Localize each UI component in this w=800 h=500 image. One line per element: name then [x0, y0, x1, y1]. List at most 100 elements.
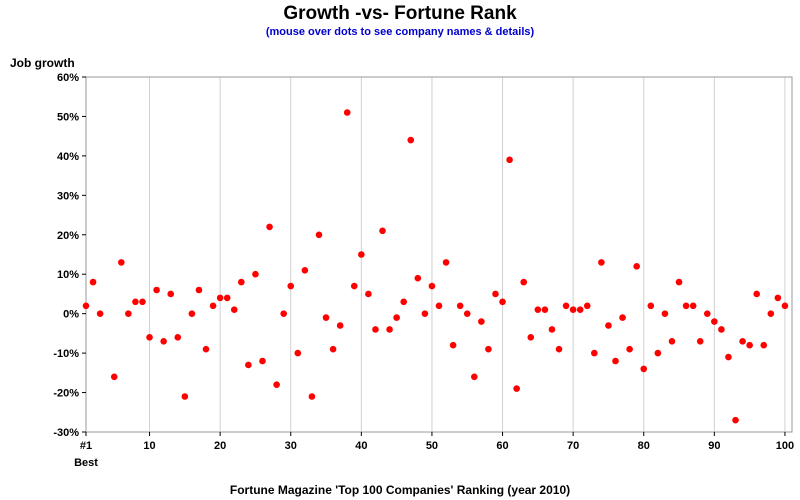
data-point[interactable] — [350, 282, 358, 290]
data-point[interactable] — [181, 393, 189, 400]
data-point[interactable] — [463, 310, 471, 317]
data-point[interactable] — [245, 361, 252, 369]
data-point[interactable] — [125, 310, 132, 317]
data-point[interactable] — [139, 298, 146, 306]
data-point[interactable] — [675, 278, 683, 286]
data-point[interactable] — [188, 310, 196, 317]
data-point[interactable] — [682, 302, 690, 310]
data-point[interactable] — [633, 263, 640, 270]
data-point[interactable] — [541, 306, 549, 314]
data-point[interactable] — [343, 109, 351, 116]
data-point[interactable] — [379, 227, 386, 235]
data-point[interactable] — [393, 314, 400, 321]
data-point[interactable] — [358, 251, 365, 258]
data-point[interactable] — [266, 223, 273, 231]
data-point[interactable] — [280, 310, 287, 317]
data-point[interactable] — [478, 318, 485, 325]
data-point[interactable] — [746, 341, 753, 349]
data-point[interactable] — [421, 310, 429, 317]
data-point[interactable] — [591, 349, 598, 357]
data-point[interactable] — [548, 326, 556, 333]
data-point[interactable] — [202, 345, 210, 353]
data-point[interactable] — [195, 286, 203, 294]
data-point[interactable] — [640, 365, 648, 373]
data-point[interactable] — [329, 345, 337, 353]
data-point[interactable] — [753, 290, 760, 298]
data-point[interactable] — [689, 302, 697, 310]
data-point[interactable] — [428, 282, 436, 290]
data-point[interactable] — [492, 290, 499, 298]
data-point[interactable] — [583, 302, 591, 310]
data-point[interactable] — [711, 318, 718, 325]
data-point[interactable] — [308, 393, 316, 400]
data-point[interactable] — [767, 310, 775, 317]
data-point[interactable] — [230, 306, 238, 314]
data-point[interactable] — [336, 322, 344, 329]
data-point[interactable] — [435, 302, 443, 310]
data-point[interactable] — [598, 259, 605, 266]
data-point[interactable] — [132, 298, 139, 306]
data-point[interactable] — [718, 326, 725, 333]
data-point[interactable] — [527, 334, 535, 341]
data-point[interactable] — [576, 306, 584, 314]
y-tick-label: 0% — [63, 309, 79, 321]
data-point[interactable] — [513, 385, 520, 392]
data-point[interactable] — [605, 322, 612, 329]
data-point[interactable] — [322, 314, 330, 321]
data-point[interactable] — [273, 381, 280, 388]
data-point[interactable] — [647, 302, 655, 310]
data-point[interactable] — [703, 310, 711, 317]
data-point[interactable] — [506, 156, 513, 164]
data-point[interactable] — [760, 341, 768, 349]
data-point[interactable] — [569, 306, 577, 314]
data-point[interactable] — [82, 302, 90, 310]
data-point[interactable] — [174, 334, 182, 341]
data-point[interactable] — [301, 266, 309, 274]
data-point[interactable] — [520, 278, 528, 286]
data-point[interactable] — [96, 310, 104, 317]
data-point[interactable] — [252, 270, 259, 278]
data-point[interactable] — [365, 290, 372, 298]
data-point[interactable] — [216, 294, 224, 302]
data-point[interactable] — [781, 302, 789, 310]
data-point[interactable] — [160, 337, 167, 345]
data-point[interactable] — [696, 337, 704, 345]
data-point[interactable] — [471, 373, 478, 381]
data-point[interactable] — [654, 349, 662, 357]
data-point[interactable] — [386, 326, 393, 333]
data-point[interactable] — [774, 294, 782, 302]
data-point[interactable] — [739, 337, 746, 345]
data-point[interactable] — [612, 357, 619, 365]
data-point[interactable] — [400, 298, 408, 306]
data-point[interactable] — [209, 302, 217, 310]
data-point[interactable] — [294, 349, 302, 357]
data-point[interactable] — [668, 337, 676, 345]
data-point[interactable] — [259, 357, 266, 365]
data-point[interactable] — [619, 314, 626, 321]
data-point[interactable] — [499, 298, 506, 306]
data-point[interactable] — [661, 310, 669, 317]
data-point[interactable] — [153, 286, 160, 294]
data-point[interactable] — [534, 306, 542, 314]
data-point[interactable] — [118, 259, 125, 266]
data-point[interactable] — [167, 290, 175, 298]
data-point[interactable] — [732, 416, 739, 424]
data-point[interactable] — [456, 302, 464, 310]
data-point[interactable] — [414, 274, 422, 282]
data-point[interactable] — [146, 334, 153, 341]
data-point[interactable] — [223, 294, 231, 302]
data-point[interactable] — [287, 282, 295, 290]
data-point[interactable] — [555, 345, 563, 353]
data-point[interactable] — [238, 278, 245, 286]
data-point[interactable] — [407, 136, 415, 144]
data-point[interactable] — [449, 341, 457, 349]
data-point[interactable] — [442, 259, 450, 266]
data-point[interactable] — [626, 345, 633, 353]
data-point[interactable] — [315, 231, 323, 239]
data-point[interactable] — [372, 326, 379, 333]
data-point[interactable] — [110, 373, 118, 381]
data-point[interactable] — [725, 353, 732, 361]
data-point[interactable] — [89, 278, 97, 286]
data-point[interactable] — [485, 345, 492, 353]
data-point[interactable] — [562, 302, 570, 310]
